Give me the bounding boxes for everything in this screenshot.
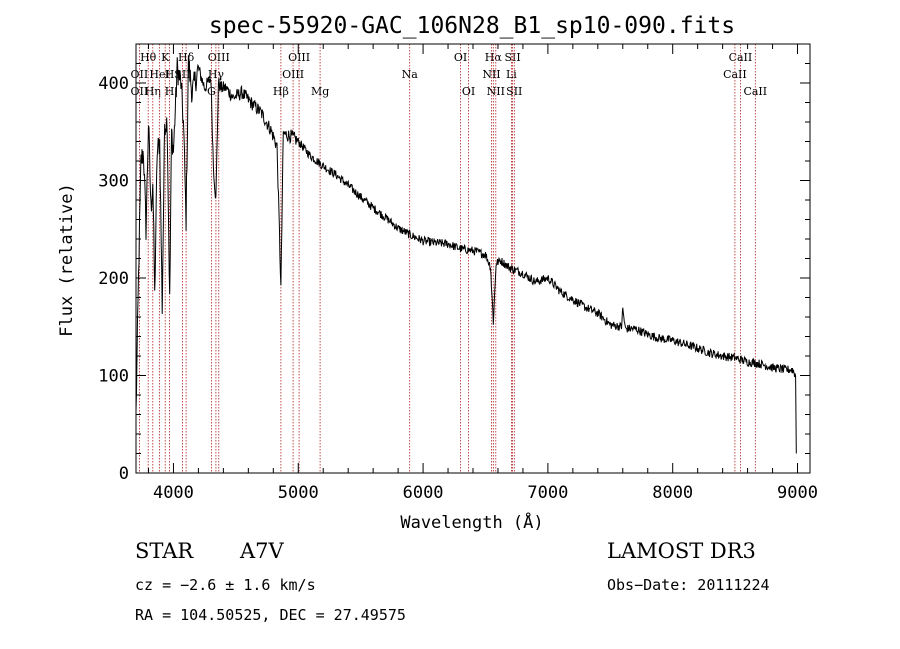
y-axis-label: Flux (relative) [57,183,77,337]
spectral-line-label: SII [504,51,520,64]
x-tick-label: 7000 [527,483,568,503]
x-tick-label: 8000 [652,483,693,503]
spectral-line-label: OI [462,85,475,98]
spectral-line-label: OIII [208,51,230,64]
ra-dec-coordinates: RA = 104.50525, DEC = 27.49575 [135,606,406,624]
spectral-line-label: H [165,85,175,98]
spectral-line-label: Mg [311,85,329,98]
spectral-line-label: OII [131,85,149,98]
x-ticks: 4000 5000 6000 7000 8000 9000 [147,44,818,503]
spectral-line-label: OI [454,51,467,64]
survey-name: LAMOST DR3 [607,539,756,563]
spectral-line-label: CaII [729,51,753,64]
spectral-line-label: Hβ [273,85,289,98]
observation-date: Obs−Date: 20111224 [607,576,770,594]
spectral-line-label: OII [131,68,149,81]
spectral-line-label: Hδ [178,51,195,64]
spectral-line-label: K [161,51,170,64]
redshift-cz: cz = −2.6 ± 1.6 km/s [135,576,316,594]
x-tick-label: 5000 [278,483,319,503]
spectral-line-label: CaII [723,68,747,81]
y-tick-label: 300 [98,172,129,192]
spectral-line-label: SII [506,85,522,98]
spectrum-line [135,55,797,454]
spectral-class: A7V [239,539,285,563]
spectral-line-label: NII [482,68,500,81]
x-tick-label: 6000 [403,483,444,503]
spectral-line-label: Hθ [140,51,157,64]
spectral-line-label: NII [487,85,505,98]
spectral-line-label: HeI [149,68,169,81]
spectral-line-label: OIII [288,51,310,64]
spectral-line-label: H [165,68,175,81]
spectral-line-label: Hα [485,51,503,64]
spectral-line-label: CaII [743,85,767,98]
y-ticks: 0 100 200 300 400 [98,43,810,484]
plot-frame [135,43,811,474]
y-tick-label: 400 [98,74,129,94]
x-tick-label: 9000 [777,483,818,503]
spectral-line-label: Hγ [208,68,225,81]
spectral-line-label: Li [506,68,517,81]
spectral-line-label: OIII [282,68,304,81]
spectral-line-label: Na [402,68,419,81]
chart-title: spec-55920-GAC_106N28_B1_sp10-090.fits [209,13,735,39]
x-axis-label: Wavelength (Å) [400,511,543,533]
spectral-line-label: Hη [145,85,161,98]
y-tick-label: 0 [119,464,129,484]
y-tick-label: 200 [98,269,129,289]
object-type: STAR [135,539,194,563]
x-tick-label: 4000 [153,483,194,503]
y-tick-label: 100 [98,367,129,387]
